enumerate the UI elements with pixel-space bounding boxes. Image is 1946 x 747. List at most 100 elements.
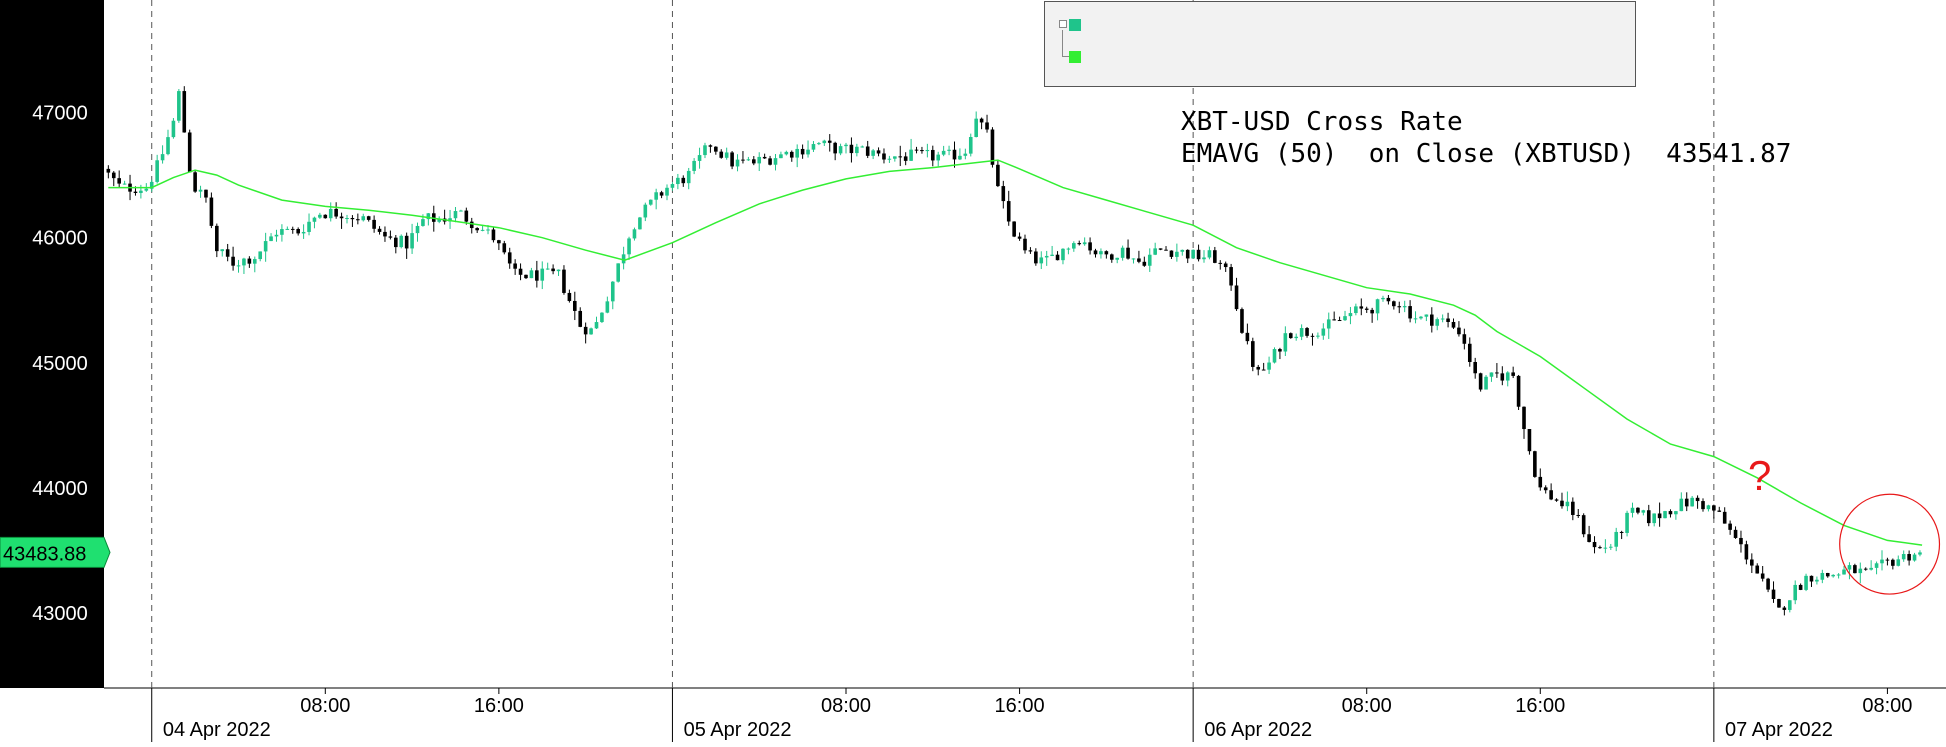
- candle-body: [1202, 257, 1206, 260]
- candle-body: [643, 204, 648, 218]
- candle-body: [1625, 512, 1629, 533]
- candle-body: [583, 326, 588, 335]
- candle-body: [209, 197, 214, 226]
- candle-body: [480, 229, 485, 231]
- candle-body: [345, 218, 349, 220]
- candle-body: [1213, 250, 1217, 263]
- legend-label-cross-rate: XBT-USD Cross Rate: [1180, 107, 1463, 137]
- candle-body: [334, 208, 338, 217]
- candle-body: [860, 146, 865, 148]
- candle-body: [1484, 376, 1488, 390]
- x-tick-label: 08:00: [1342, 695, 1392, 717]
- candle-body: [459, 210, 463, 212]
- candle-body: [741, 159, 745, 161]
- candle-body: [258, 251, 263, 260]
- candle-body: [453, 211, 458, 219]
- candle-body: [1571, 501, 1575, 515]
- candle-body: [502, 243, 507, 253]
- candle-body: [1733, 529, 1738, 538]
- candle-body: [1549, 490, 1553, 500]
- candle-body: [1196, 249, 1201, 260]
- candle-body: [1419, 316, 1423, 319]
- candle-body: [1061, 248, 1065, 261]
- candle-body: [941, 150, 946, 155]
- y-tick-label: 46000: [32, 228, 88, 250]
- candle-body: [817, 143, 821, 145]
- candle-body: [1234, 285, 1239, 310]
- candle-body: [719, 151, 724, 158]
- candle-body: [762, 156, 767, 159]
- legend-tree-connector: [1062, 30, 1069, 57]
- candle-body: [280, 229, 284, 235]
- candle-body: [1191, 249, 1195, 259]
- candle-body: [1598, 547, 1602, 549]
- candle-body: [1392, 301, 1396, 307]
- candle-body: [1413, 318, 1418, 320]
- candle-body: [600, 312, 604, 323]
- candle-body: [996, 164, 1000, 187]
- candle-body: [1809, 575, 1814, 582]
- x-tick-layer: 08:00 16:00 08:00 16:00 08:00 16:00 08:00 04 Ap…: [163, 688, 1912, 741]
- candle-body: [361, 216, 366, 221]
- candle-body: [1576, 514, 1581, 516]
- candle-body: [1397, 306, 1402, 308]
- candle-body: [567, 292, 572, 301]
- candle-body: [920, 150, 924, 152]
- candle-body: [985, 122, 989, 130]
- candle-body: [1375, 299, 1380, 314]
- candle-body: [789, 151, 794, 158]
- candle-body: [936, 154, 941, 161]
- candle-body: [724, 152, 729, 158]
- candle-body: [594, 322, 599, 329]
- candle-body: [242, 258, 246, 266]
- candle-body: [784, 151, 789, 155]
- x-date-label: 07 Apr 2022: [1725, 719, 1833, 741]
- candle-body: [1560, 500, 1564, 507]
- candle-body: [648, 199, 653, 205]
- candle-body: [1614, 531, 1619, 547]
- candle-body: [1109, 254, 1114, 260]
- candle-body: [1641, 510, 1646, 513]
- candle-body: [535, 270, 539, 281]
- candle-body: [269, 236, 273, 242]
- candle-body: [1863, 568, 1868, 570]
- x-tick-label: 08:00: [1862, 695, 1912, 717]
- candle-body: [1831, 574, 1835, 577]
- candle-body: [1082, 242, 1087, 245]
- ema-layer: [108, 159, 1923, 546]
- candle-body: [1793, 584, 1798, 601]
- candle-body: [1522, 406, 1526, 430]
- candle-body: [1467, 343, 1472, 362]
- candle-body: [1815, 579, 1819, 582]
- candle-body: [1918, 552, 1922, 555]
- x-date-label: 06 Apr 2022: [1204, 719, 1312, 741]
- legend-entry-ema: EMAVG (50) on Close (XBTUSD) 43541.87: [1057, 30, 1791, 169]
- current-price-tag: 43483.88: [0, 536, 111, 568]
- candle-body: [1527, 429, 1532, 452]
- candle-body: [855, 146, 859, 154]
- candle-body: [638, 217, 642, 230]
- candle-body: [1706, 505, 1711, 510]
- candle-body: [1245, 332, 1250, 342]
- candle-body: [1489, 372, 1494, 377]
- candle-body: [1684, 498, 1689, 507]
- candle-body: [974, 118, 978, 138]
- candle-body: [632, 229, 637, 239]
- candle-body: [800, 148, 805, 155]
- candle-body: [1592, 541, 1597, 548]
- candle-body: [1072, 243, 1076, 249]
- candle-body: [1006, 201, 1011, 222]
- candle-body: [1554, 499, 1559, 501]
- candle-body: [524, 274, 528, 279]
- candle-body: [1288, 333, 1293, 339]
- candle-body: [654, 192, 658, 200]
- candle-body: [806, 149, 810, 155]
- candle-body: [616, 263, 620, 282]
- candle-body: [1646, 510, 1651, 524]
- candle-body: [773, 158, 778, 165]
- candle-body: [1912, 554, 1917, 561]
- candle-body: [464, 210, 469, 222]
- candle-body: [486, 229, 490, 231]
- candle-body: [437, 218, 442, 222]
